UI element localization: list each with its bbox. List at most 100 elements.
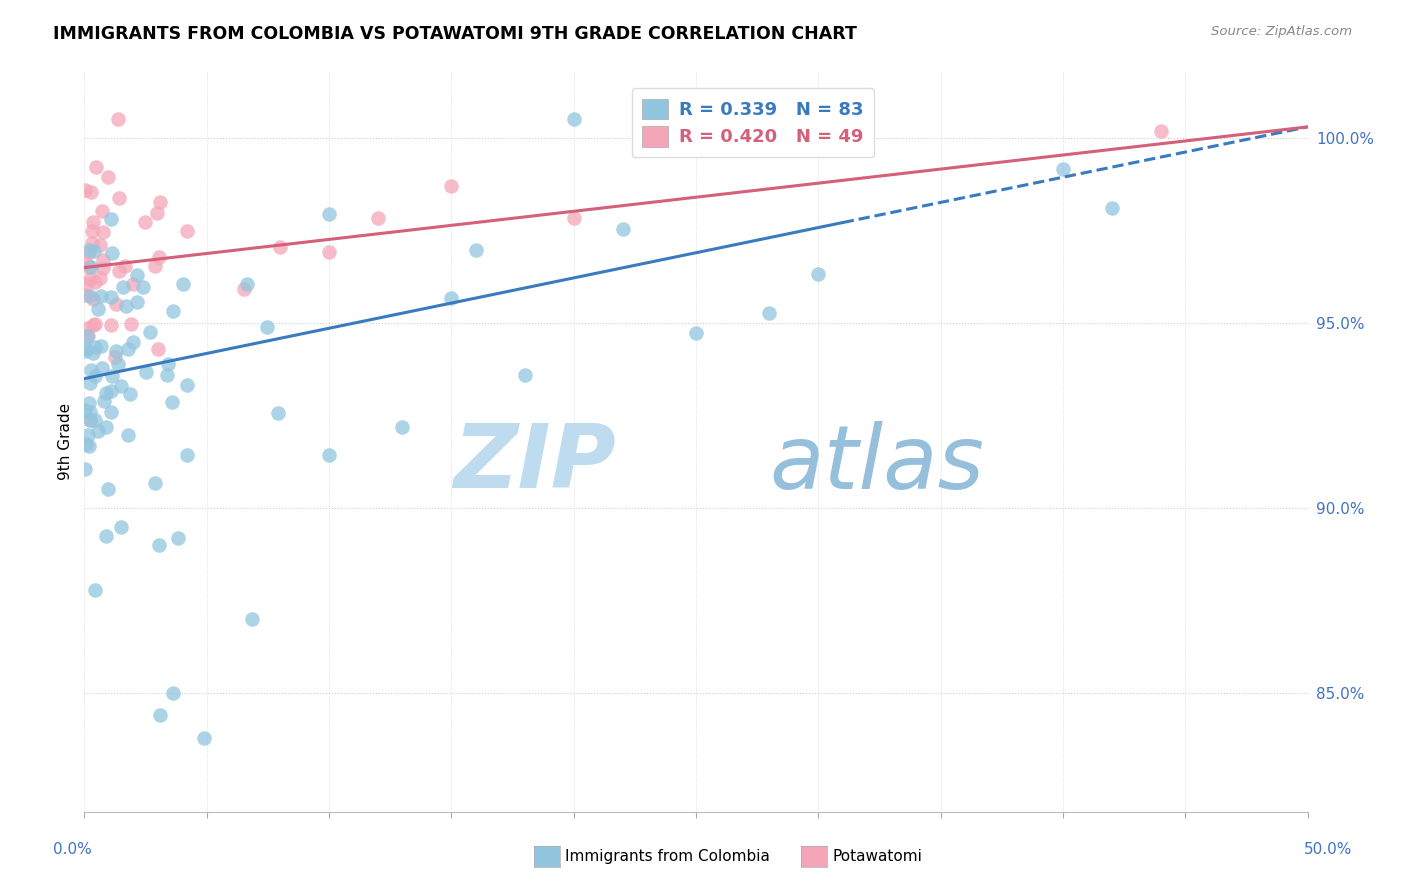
Point bbox=[807, 267, 830, 281]
Point bbox=[145, 206, 167, 220]
Text: ZIP: ZIP bbox=[454, 420, 616, 508]
Point bbox=[79, 439, 101, 453]
Point bbox=[80, 260, 103, 274]
Point bbox=[90, 203, 112, 218]
Point bbox=[139, 325, 162, 339]
Point bbox=[146, 342, 169, 356]
Point bbox=[117, 342, 139, 356]
Point bbox=[79, 413, 101, 427]
Point bbox=[156, 357, 179, 371]
Point bbox=[80, 224, 103, 238]
Point bbox=[132, 280, 155, 294]
Point bbox=[318, 244, 340, 259]
Point bbox=[77, 328, 100, 343]
Point bbox=[79, 413, 101, 427]
Point bbox=[110, 379, 132, 393]
Point bbox=[75, 183, 97, 197]
Point bbox=[79, 376, 101, 391]
Point bbox=[107, 357, 129, 371]
Point bbox=[84, 368, 107, 383]
Point bbox=[93, 394, 115, 409]
Point bbox=[156, 368, 179, 382]
Point bbox=[91, 261, 114, 276]
Point bbox=[464, 244, 486, 258]
Point bbox=[105, 343, 128, 358]
Point bbox=[75, 437, 97, 451]
Point bbox=[80, 185, 103, 199]
Point bbox=[143, 259, 166, 273]
Point bbox=[149, 195, 172, 210]
Point bbox=[176, 224, 198, 238]
Point bbox=[97, 169, 120, 184]
Point bbox=[117, 428, 139, 442]
Y-axis label: 9th Grade: 9th Grade bbox=[58, 403, 73, 480]
Point bbox=[91, 253, 114, 268]
Point bbox=[127, 268, 149, 282]
Point bbox=[84, 317, 107, 331]
Point bbox=[367, 211, 389, 225]
Point bbox=[107, 112, 129, 127]
Point bbox=[440, 291, 463, 305]
Point bbox=[75, 461, 97, 475]
Point bbox=[84, 275, 107, 289]
Point bbox=[122, 334, 145, 349]
Point bbox=[160, 394, 183, 409]
Point bbox=[75, 403, 97, 417]
Point bbox=[89, 271, 111, 285]
Point bbox=[96, 419, 118, 434]
Point bbox=[108, 191, 131, 205]
Text: 50.0%: 50.0% bbox=[1305, 842, 1353, 856]
Legend: R = 0.339   N = 83, R = 0.420   N = 49: R = 0.339 N = 83, R = 0.420 N = 49 bbox=[631, 87, 875, 158]
Point bbox=[176, 378, 198, 392]
Point bbox=[1052, 162, 1074, 177]
Point bbox=[84, 340, 107, 354]
Point bbox=[84, 161, 107, 175]
Point bbox=[193, 731, 215, 745]
Point bbox=[111, 279, 134, 293]
Point bbox=[1101, 201, 1123, 215]
Point bbox=[75, 256, 97, 270]
Point bbox=[176, 448, 198, 462]
Point bbox=[167, 531, 190, 545]
Point bbox=[685, 326, 707, 341]
Point bbox=[135, 365, 157, 379]
Point bbox=[79, 404, 101, 418]
Point bbox=[82, 345, 104, 359]
Point bbox=[82, 235, 104, 250]
Point bbox=[84, 412, 107, 426]
Point bbox=[89, 237, 111, 252]
Point bbox=[162, 686, 184, 700]
Point bbox=[149, 708, 172, 723]
Point bbox=[318, 207, 340, 221]
Point bbox=[100, 405, 122, 419]
Point bbox=[79, 272, 101, 286]
Point bbox=[148, 250, 170, 264]
Point bbox=[94, 386, 117, 401]
Point bbox=[94, 529, 117, 543]
Point bbox=[76, 320, 98, 334]
Point bbox=[513, 368, 536, 382]
Point bbox=[77, 244, 100, 258]
Point bbox=[104, 350, 127, 364]
Point bbox=[87, 424, 110, 438]
Point bbox=[82, 292, 104, 306]
Text: 0.0%: 0.0% bbox=[53, 842, 93, 856]
Point bbox=[101, 245, 124, 260]
Point bbox=[267, 406, 290, 420]
Point bbox=[162, 303, 184, 318]
Text: atlas: atlas bbox=[769, 421, 984, 507]
Point bbox=[76, 277, 98, 292]
Point bbox=[233, 282, 256, 296]
Point bbox=[83, 244, 105, 259]
Point bbox=[562, 112, 585, 127]
Text: IMMIGRANTS FROM COLOMBIA VS POTAWATOMI 9TH GRADE CORRELATION CHART: IMMIGRANTS FROM COLOMBIA VS POTAWATOMI 9… bbox=[53, 25, 858, 43]
Point bbox=[269, 240, 291, 254]
Point bbox=[82, 214, 104, 228]
Text: Immigrants from Colombia: Immigrants from Colombia bbox=[565, 849, 770, 863]
Point bbox=[77, 260, 100, 274]
Point bbox=[134, 215, 156, 229]
Point bbox=[91, 360, 114, 375]
Point bbox=[148, 538, 170, 552]
Point bbox=[100, 384, 122, 398]
Point bbox=[240, 612, 263, 626]
